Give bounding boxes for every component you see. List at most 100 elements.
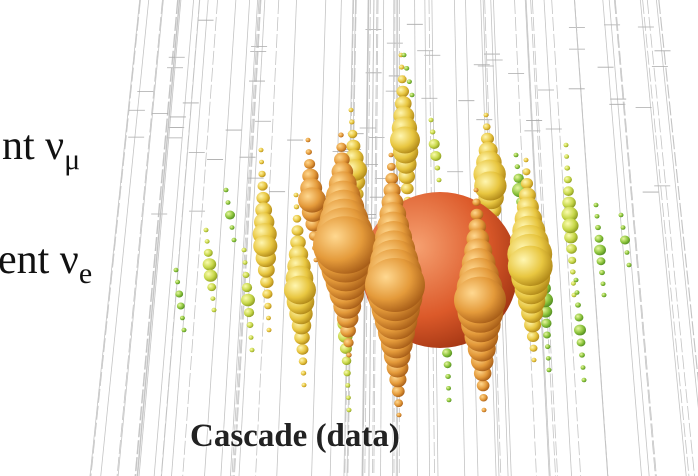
hit-sphere	[224, 188, 229, 193]
hit-sphere	[401, 183, 414, 194]
event-display: nt νμ ent νe Cascade (data)	[0, 0, 698, 476]
hit-sphere	[601, 282, 606, 287]
label-line: ent νe	[0, 236, 92, 291]
hit-sphere	[410, 93, 415, 98]
hit-sphere	[627, 263, 632, 268]
hit-sphere	[541, 319, 551, 328]
hit-sphere	[566, 244, 577, 254]
hit-sphere	[212, 308, 217, 313]
hit-sphere	[546, 356, 551, 361]
hit-sphere	[306, 138, 311, 143]
hit-sphere	[545, 344, 550, 349]
hit-sphere	[177, 302, 185, 309]
hit-sphere	[620, 236, 630, 245]
hit-sphere	[394, 399, 403, 407]
hit-sphere	[346, 395, 351, 400]
hit-sphere	[399, 65, 405, 70]
detector-string	[640, 0, 686, 476]
hit-sphere	[249, 335, 254, 340]
hit-sphere	[258, 171, 265, 178]
hit-sphere	[297, 344, 309, 355]
detector-string	[659, 0, 698, 476]
hit-sphere	[349, 108, 354, 113]
hit-sphere	[388, 153, 393, 158]
hit-sphere	[594, 245, 606, 256]
hit-sphere	[579, 352, 585, 357]
hit-sphere	[575, 314, 584, 322]
hit-sphere	[430, 151, 441, 161]
hit-sphere	[348, 130, 357, 139]
detector-string	[205, 0, 236, 476]
hit-sphere	[543, 331, 551, 338]
hit-sphere	[207, 283, 216, 291]
hit-sphere	[390, 127, 420, 154]
hit-sphere	[293, 215, 302, 223]
hit-sphere	[595, 214, 600, 219]
hit-sphere	[203, 258, 217, 270]
hit-sphere	[259, 160, 264, 165]
hit-sphere	[407, 79, 412, 84]
hit-sphere	[343, 338, 353, 347]
hit-sphere	[564, 176, 572, 183]
hit-sphere	[294, 204, 299, 209]
hit-sphere	[349, 120, 354, 125]
hit-sphere	[266, 316, 271, 321]
hit-sphere	[396, 413, 401, 418]
hit-sphere	[313, 216, 377, 274]
hit-sphere	[597, 257, 606, 265]
hit-sphere	[581, 365, 586, 370]
hit-sphere	[594, 203, 599, 208]
hit-sphere	[619, 213, 624, 218]
hit-sphere	[256, 192, 269, 204]
hit-sphere	[392, 386, 405, 398]
hit-sphere	[304, 159, 315, 169]
label-subscript: e	[79, 257, 92, 290]
hit-sphere	[563, 186, 574, 196]
hit-sphere	[575, 290, 580, 295]
hit-sphere	[243, 260, 248, 265]
hit-sphere	[602, 293, 607, 298]
hit-sphere	[204, 249, 213, 257]
hit-sphere	[398, 75, 407, 83]
label-text: ent ν	[0, 237, 79, 283]
hit-sphere	[204, 228, 209, 233]
hit-sphere	[435, 166, 441, 171]
hit-sphere	[175, 290, 183, 297]
hit-sphere	[257, 181, 267, 190]
hit-sphere	[210, 296, 215, 301]
hit-sphere	[365, 258, 425, 312]
hit-sphere	[515, 164, 520, 169]
hit-sphere	[477, 380, 490, 391]
hit-sphere	[530, 345, 538, 352]
caption: Cascade (data)	[190, 418, 400, 455]
hit-sphere	[446, 386, 451, 391]
hit-sphere	[445, 374, 451, 379]
detector-string	[91, 0, 141, 476]
hit-sphere	[483, 123, 491, 130]
hit-sphere	[562, 218, 578, 233]
hit-sphere	[574, 278, 579, 283]
hit-sphere	[387, 163, 396, 171]
hit-sphere	[508, 246, 553, 286]
hit-sphere	[514, 153, 519, 158]
hit-sphere	[344, 370, 351, 376]
hit-sphere	[253, 235, 277, 257]
hit-sphere	[524, 158, 529, 163]
hit-sphere	[521, 178, 533, 189]
hit-sphere	[454, 277, 506, 324]
hit-sphere	[294, 193, 299, 198]
hit-sphere	[402, 53, 407, 58]
hit-sphere	[247, 322, 254, 328]
hit-sphere	[301, 371, 306, 376]
hit-sphere	[180, 316, 185, 321]
hit-sphere	[474, 188, 479, 193]
hit-sphere	[292, 225, 304, 236]
hit-sphere	[595, 235, 604, 243]
detector-string	[647, 0, 694, 476]
detector-string	[656, 0, 698, 476]
hit-sphere	[182, 328, 187, 333]
hit-sphere	[523, 168, 531, 175]
hit-sphere	[484, 113, 489, 118]
hit-sphere	[447, 398, 452, 403]
hit-sphere	[244, 308, 254, 317]
